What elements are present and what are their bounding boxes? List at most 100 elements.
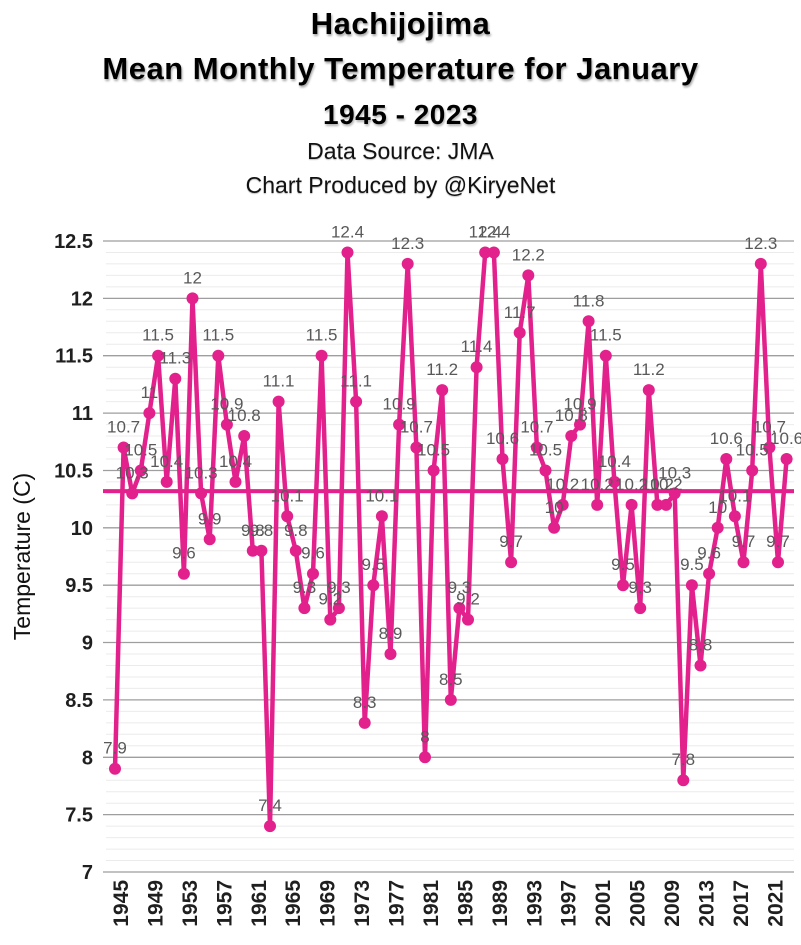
data-point-label: 12 bbox=[183, 268, 202, 287]
data-point-label: 10.6 bbox=[710, 429, 743, 448]
x-axis-tick-label: 2001 bbox=[592, 880, 615, 927]
data-point-label: 10.6 bbox=[770, 429, 801, 448]
data-point-label: 9.2 bbox=[456, 590, 480, 609]
data-point-marker bbox=[625, 498, 638, 511]
x-axis-tick-label: 2009 bbox=[661, 880, 684, 927]
y-axis-title: Temperature (C) bbox=[9, 473, 35, 640]
data-point-label: 11.1 bbox=[263, 372, 295, 391]
data-point-label: 11.2 bbox=[633, 360, 665, 379]
data-point-marker bbox=[341, 246, 354, 259]
data-point-label: 11.8 bbox=[573, 291, 605, 310]
data-point-marker bbox=[772, 556, 784, 569]
data-point-label: 10.5 bbox=[417, 441, 450, 460]
data-point-label: 9.3 bbox=[293, 578, 317, 597]
data-point-label: 10.1 bbox=[365, 486, 398, 505]
data-point-marker bbox=[462, 613, 474, 626]
data-point-marker bbox=[591, 498, 604, 511]
data-point-label: 10.1 bbox=[271, 486, 304, 505]
data-point-marker bbox=[186, 292, 199, 305]
y-axis-tick-label: 11.5 bbox=[55, 346, 93, 368]
data-point-label: 10.3 bbox=[185, 463, 218, 482]
data-point-label: 7.4 bbox=[258, 796, 282, 815]
data-point-marker bbox=[255, 544, 268, 557]
data-point-label: 7.9 bbox=[103, 739, 127, 758]
data-point-label: 11.2 bbox=[426, 360, 458, 379]
data-point-marker bbox=[780, 453, 793, 465]
x-axis-tick-label: 1957 bbox=[213, 880, 236, 927]
data-point-marker bbox=[763, 441, 776, 454]
data-point-marker bbox=[634, 602, 647, 615]
data-point-marker bbox=[177, 567, 190, 580]
data-point-label: 11 bbox=[141, 383, 159, 402]
data-point-label: 9.7 bbox=[499, 532, 523, 551]
data-point-marker bbox=[539, 464, 552, 477]
y-axis-tick-label: 7.5 bbox=[65, 805, 93, 827]
data-point-marker bbox=[479, 246, 492, 259]
data-point-marker bbox=[754, 257, 767, 270]
data-point-marker bbox=[410, 441, 423, 454]
data-point-label: 10.5 bbox=[736, 441, 769, 460]
data-point-marker bbox=[298, 602, 311, 615]
data-point-marker bbox=[375, 510, 388, 523]
data-point-label: 9.5 bbox=[680, 555, 704, 574]
data-point-marker bbox=[427, 464, 440, 477]
data-point-label: 9.8 bbox=[241, 521, 265, 540]
data-point-marker bbox=[720, 453, 733, 465]
data-point-marker bbox=[332, 602, 345, 615]
y-axis-tick-label: 11 bbox=[72, 403, 93, 425]
data-point-label: 10.3 bbox=[658, 463, 691, 482]
y-axis-tick-label: 12 bbox=[71, 288, 93, 310]
data-point-marker bbox=[685, 579, 698, 592]
data-point-label: 10.9 bbox=[210, 395, 243, 414]
x-axis-tick-label: 1981 bbox=[420, 880, 443, 927]
x-axis-tick-label: 1965 bbox=[282, 880, 305, 927]
data-point-marker bbox=[746, 464, 759, 477]
data-point-marker bbox=[582, 315, 595, 328]
data-point-marker bbox=[436, 384, 449, 397]
data-point-label: 11.4 bbox=[461, 337, 493, 356]
x-axis-tick-label: 2021 bbox=[764, 880, 787, 927]
data-point-label: 11.5 bbox=[306, 326, 338, 345]
data-point-label: 9.6 bbox=[697, 544, 721, 563]
data-point-marker bbox=[444, 693, 457, 706]
data-point-marker bbox=[384, 648, 397, 660]
data-point-label: 9.8 bbox=[284, 521, 308, 540]
data-point-marker bbox=[117, 441, 130, 454]
data-point-marker bbox=[617, 579, 629, 592]
data-point-marker bbox=[660, 498, 673, 511]
data-point-marker bbox=[324, 613, 337, 626]
data-point-marker bbox=[195, 487, 208, 500]
data-point-marker bbox=[677, 774, 690, 787]
data-point-marker bbox=[367, 579, 380, 592]
data-point-label: 10.2 bbox=[615, 475, 648, 494]
data-point-marker bbox=[453, 602, 466, 615]
data-point-label: 11.5 bbox=[142, 326, 174, 345]
data-point-label: 9.2 bbox=[318, 590, 342, 609]
data-point-marker bbox=[565, 430, 578, 442]
data-point-label: 10.2 bbox=[546, 475, 579, 494]
y-axis-tick-label: 10 bbox=[71, 518, 93, 540]
data-point-marker bbox=[393, 418, 406, 431]
x-axis-tick-label: 1961 bbox=[248, 880, 271, 927]
data-point-label: 9.8 bbox=[250, 521, 274, 540]
data-point-label: 10.9 bbox=[563, 395, 596, 414]
data-point-label: 9.6 bbox=[301, 544, 325, 563]
data-point-label: 10.9 bbox=[383, 395, 416, 414]
data-point-label: 9.5 bbox=[361, 555, 385, 574]
y-axis-tick-label: 9.5 bbox=[65, 575, 93, 597]
y-axis-tick-label: 7 bbox=[82, 862, 93, 884]
data-point-label: 9.3 bbox=[327, 578, 351, 597]
data-point-label: 9.3 bbox=[448, 578, 472, 597]
chart-header: Hachijojima Mean Monthly Temperature for… bbox=[0, 0, 801, 199]
x-axis-tick-label: 1997 bbox=[558, 880, 581, 927]
data-point-label: 10.2 bbox=[641, 475, 674, 494]
data-point-label: 10.4 bbox=[150, 452, 183, 471]
data-point-marker bbox=[574, 418, 586, 431]
data-point-marker bbox=[728, 510, 741, 523]
y-axis-tick-label: 8 bbox=[82, 747, 93, 769]
data-point-label: 12.4 bbox=[469, 223, 502, 242]
data-point-marker bbox=[289, 544, 302, 557]
data-point-label: 10 bbox=[708, 498, 727, 517]
data-point-marker bbox=[126, 487, 139, 500]
